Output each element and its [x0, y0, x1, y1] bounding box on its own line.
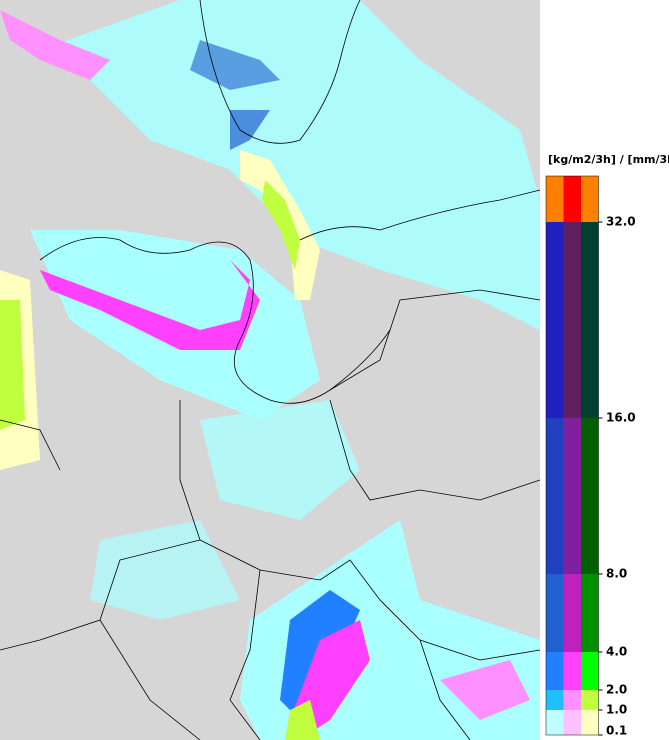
colorbar-tick-label: 8.0 — [606, 567, 627, 581]
colorbar-tick-label: 0.1 — [606, 724, 627, 738]
colorbar-tick-label: 16.0 — [606, 411, 636, 425]
colorbar-cell — [581, 574, 599, 652]
colorbar-cell — [546, 652, 564, 690]
colorbar-cell — [581, 652, 599, 690]
colorbar-cell — [581, 418, 599, 574]
colorbar-tick-label: 2.0 — [606, 683, 627, 697]
colorbar-cell — [563, 176, 581, 222]
colorbar: 0.1 1.0 2.0 4.0 8.0 16.0 32.0 — [545, 175, 636, 738]
colorbar-tick-label: 1.0 — [606, 703, 627, 717]
colorbar-frame — [545, 175, 599, 736]
colorbar-cell — [581, 710, 599, 735]
colorbar-cell — [581, 176, 599, 222]
colorbar-cell — [581, 222, 599, 418]
colorbar-cell — [546, 176, 564, 222]
colorbar-cell — [546, 710, 564, 735]
colorbar-cell — [546, 222, 564, 418]
colorbar-tick-label: 4.0 — [606, 645, 627, 659]
colorbar-cell — [563, 710, 581, 735]
colorbar-cell — [563, 574, 581, 652]
map — [0, 0, 541, 740]
colorbar-cell — [581, 690, 599, 710]
colorbar-tick-label: 32.0 — [606, 215, 636, 229]
colorbar-cell — [546, 418, 564, 574]
colorbar-cell — [563, 222, 581, 418]
colorbar-cell — [563, 418, 581, 574]
colorbar-cell — [563, 652, 581, 690]
colorbar-cell — [546, 574, 564, 652]
legend-title: [kg/m2/3h] / [mm/3h] — [548, 153, 669, 166]
colorbar-cell — [546, 690, 564, 710]
colorbar-cell — [563, 690, 581, 710]
